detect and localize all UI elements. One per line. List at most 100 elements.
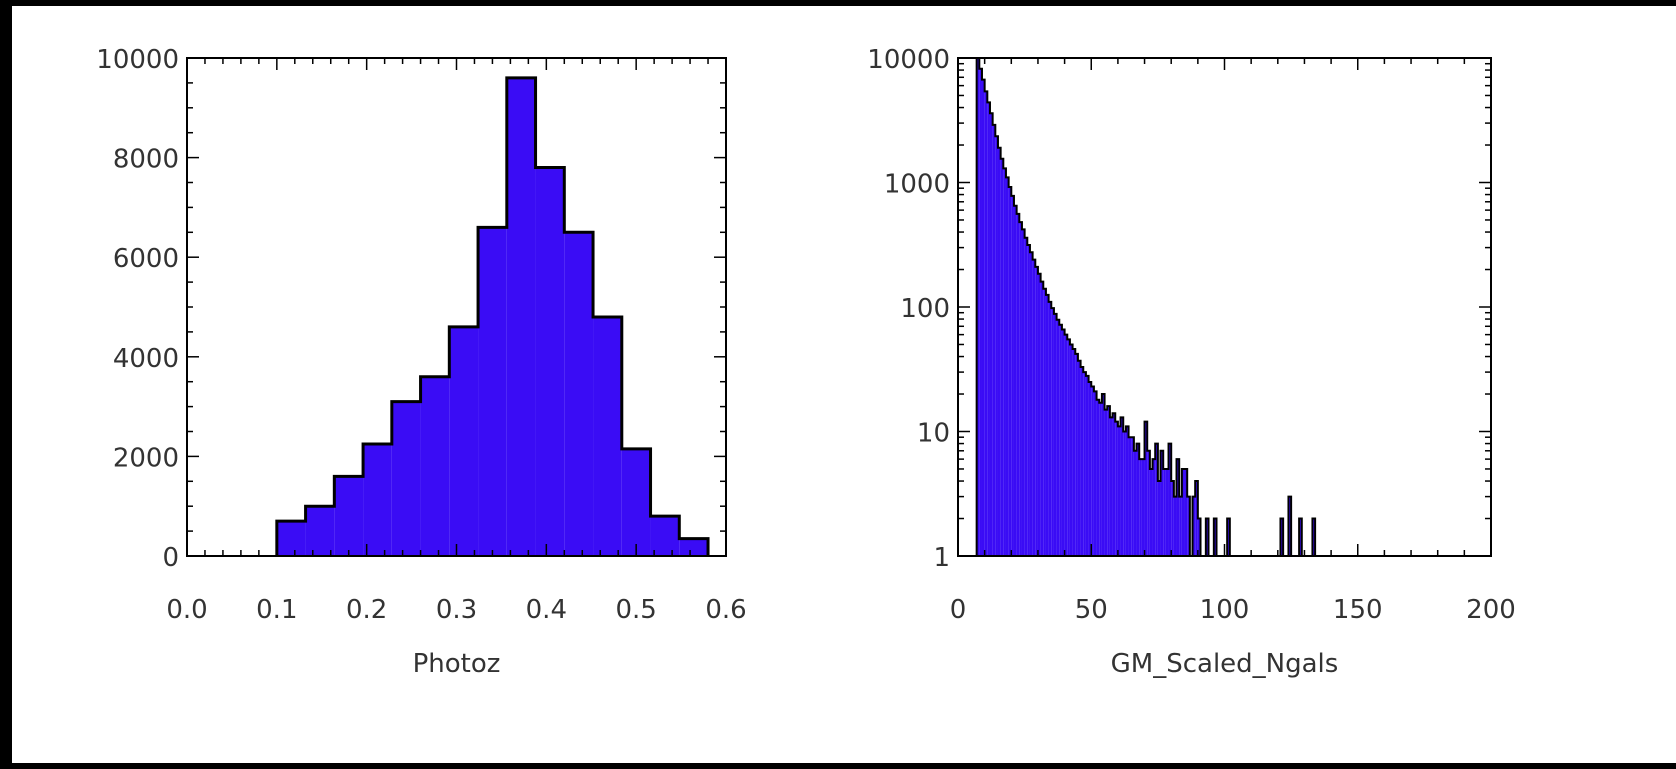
histogram-bar xyxy=(1171,481,1174,556)
histogram-bar xyxy=(449,326,479,556)
histogram-bar xyxy=(1312,518,1316,556)
histogram-bar xyxy=(1037,273,1041,556)
histogram-bar xyxy=(1027,244,1030,557)
axis-ticks xyxy=(957,57,1492,557)
histogram-bar xyxy=(1205,518,1209,556)
x-tick-label: 0.1 xyxy=(256,595,297,625)
histogram-bar xyxy=(1021,229,1025,556)
histogram-bar xyxy=(305,506,335,556)
x-tick-label: 0.5 xyxy=(615,595,656,625)
x-tick-label: 200 xyxy=(1466,595,1516,625)
histogram-bar xyxy=(1147,450,1150,556)
histogram-bar xyxy=(1107,406,1110,556)
histogram-bar xyxy=(1112,413,1116,556)
histogram-bar xyxy=(593,316,622,556)
histogram-bar xyxy=(1077,360,1081,556)
histogram-bar xyxy=(1160,450,1164,556)
histogram-bar xyxy=(1016,213,1020,556)
x-tick-labels: 0.0 0.1 0.2 0.3 0.4 0.5 0.6 xyxy=(166,595,746,625)
histogram-bar xyxy=(1157,481,1161,556)
x-axis-title: Photoz xyxy=(413,649,501,679)
histogram-bar xyxy=(976,58,980,556)
histogram-bar xyxy=(1013,205,1017,556)
histogram-bar xyxy=(1139,459,1142,556)
histogram-bar xyxy=(1141,459,1145,556)
y-tick-labels: 0 2000 4000 6000 8000 10000 xyxy=(96,45,179,573)
histogram-bar xyxy=(1029,252,1033,556)
histogram-bar xyxy=(1099,402,1102,556)
histogram-bar xyxy=(1043,288,1046,556)
x-tick-label: 150 xyxy=(1333,595,1383,625)
histogram-bar xyxy=(984,91,988,556)
x-tick-label: 0.2 xyxy=(346,595,387,625)
histogram-bar xyxy=(1155,443,1158,556)
histogram-bar xyxy=(391,401,421,556)
y-tick-label: 1 xyxy=(933,543,950,573)
histogram-bar xyxy=(1152,459,1156,556)
y-tick-label: 1000 xyxy=(884,170,950,200)
x-tick-label: 0.4 xyxy=(526,595,567,625)
x-tick-label: 0.0 xyxy=(166,595,207,625)
histogram-bar xyxy=(1051,308,1054,556)
histogram-bar xyxy=(1035,266,1038,556)
histogram-bar xyxy=(1096,399,1100,556)
histogram-bar xyxy=(1195,481,1198,556)
histogram-bar xyxy=(535,167,565,556)
histogram-bar xyxy=(1120,417,1124,556)
histogram-bar xyxy=(1067,339,1070,556)
histogram-bar xyxy=(1085,375,1089,556)
histogram-bar xyxy=(1136,443,1140,556)
histogram-bar xyxy=(1179,496,1182,556)
histogram-bar xyxy=(1093,391,1097,556)
histogram-bar xyxy=(478,227,507,556)
histogram-bar xyxy=(506,77,536,557)
histogram-bar xyxy=(1053,313,1057,556)
histogram-bar xyxy=(1091,386,1094,556)
histogram-bar xyxy=(1197,518,1201,556)
histogram-bar xyxy=(992,124,996,556)
histogram-bar xyxy=(1181,468,1185,556)
histogram-bar xyxy=(1213,518,1217,556)
histogram-bar xyxy=(679,538,709,556)
histogram-bar xyxy=(1032,259,1036,556)
histogram-bar xyxy=(1163,468,1166,556)
ngals-histogram: 0 50 100 150 200 1 10 100 1000 10000 GM_Scaled_N… xyxy=(867,45,1516,679)
photoz-histogram: 0.0 0.1 0.2 0.3 0.4 0.5 0.6 0 2000 4000 6000 8000 1… xyxy=(96,45,746,679)
histogram-bar xyxy=(1003,168,1006,556)
histogram-bar xyxy=(1059,324,1062,556)
histogram-bars xyxy=(976,58,1316,557)
histogram-bar xyxy=(1192,496,1196,556)
histogram-bar xyxy=(1123,431,1126,556)
histogram-bar xyxy=(1056,319,1060,556)
histogram-bar xyxy=(1173,496,1177,556)
histogram-bar xyxy=(1184,468,1188,556)
y-tick-label: 0 xyxy=(162,543,179,573)
histogram-bars xyxy=(276,77,709,557)
histogram-bar xyxy=(1299,518,1302,556)
histogram-bar xyxy=(1083,372,1086,556)
histogram-bar xyxy=(420,376,450,556)
histogram-bar xyxy=(564,232,594,557)
histogram-outline xyxy=(275,76,710,556)
histogram-bar xyxy=(1117,426,1121,556)
histogram-bar xyxy=(1075,353,1078,556)
histogram-bar xyxy=(997,147,1001,557)
x-tick-label: 0.6 xyxy=(705,595,746,625)
figure-background xyxy=(12,6,1676,763)
histogram-bar xyxy=(1280,518,1284,556)
histogram-bar xyxy=(1040,281,1044,556)
histogram-bar xyxy=(987,102,990,557)
histogram-bar xyxy=(1125,426,1129,556)
histogram-bar xyxy=(1000,158,1004,556)
x-tick-label: 50 xyxy=(1075,595,1108,625)
histogram-bar xyxy=(1176,459,1180,556)
x-tick-label: 0.3 xyxy=(436,595,477,625)
histogram-bar xyxy=(989,113,993,556)
histogram-bar xyxy=(1088,381,1092,556)
x-axis-title: GM_Scaled_Ngals xyxy=(1111,649,1339,679)
histogram-bar xyxy=(1045,294,1049,556)
histogram-bar xyxy=(1101,394,1105,556)
histogram-bar xyxy=(1133,450,1137,556)
histogram-bar xyxy=(1128,437,1132,556)
